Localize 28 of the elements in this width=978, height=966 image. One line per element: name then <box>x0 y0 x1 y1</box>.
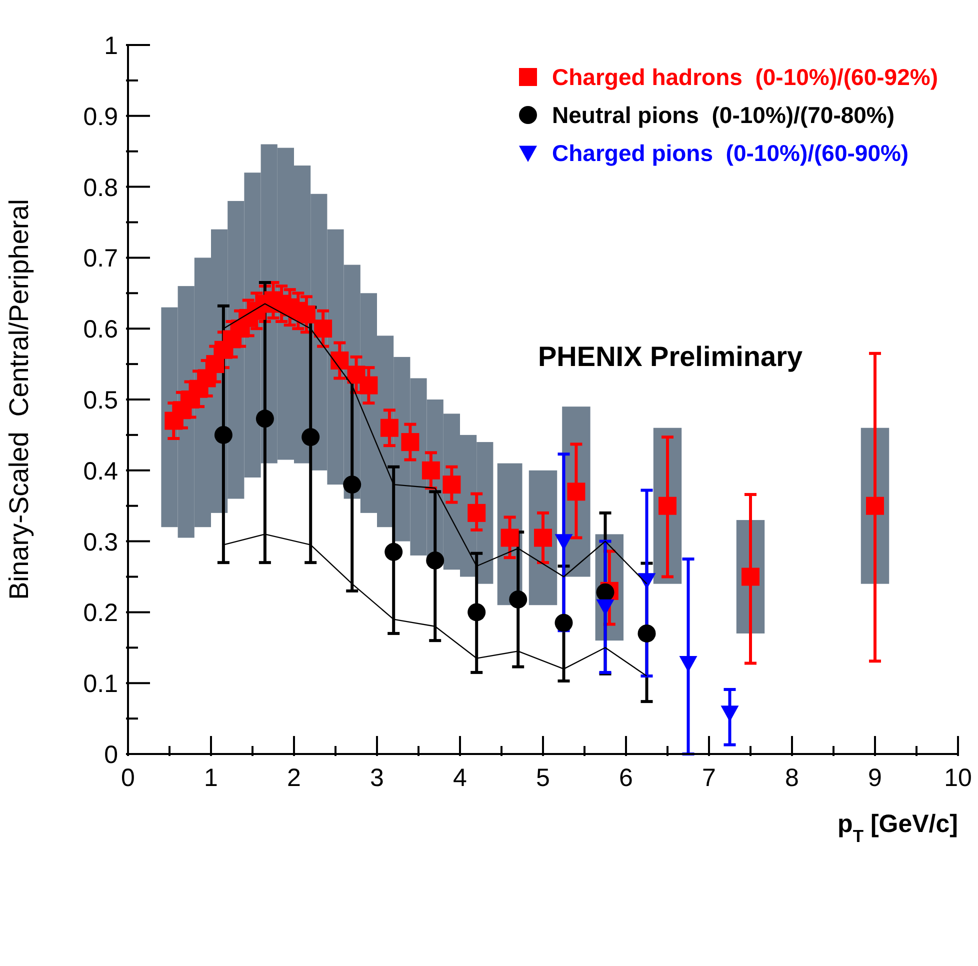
x-tick-label: 0 <box>121 764 135 792</box>
x-tick-label: 3 <box>370 764 384 792</box>
y-tick-label: 0.7 <box>83 244 118 273</box>
legend-label: Charged hadrons (0-10%)/(60-92%) <box>552 64 938 90</box>
y-tick-label: 0.2 <box>83 599 118 628</box>
y-axis-title: Binary-Scaled Central/Peripheral <box>4 199 34 600</box>
x-tick-label: 1 <box>204 764 218 792</box>
y-tick-label: 0.9 <box>83 102 118 131</box>
legend-label: Neutral pions (0-10%)/(70-80%) <box>552 102 895 128</box>
x-axis-title: p$_{T}$ [GeV/c] <box>838 810 958 846</box>
x-tick-label: 9 <box>868 764 882 792</box>
x-tick-label: 10 <box>944 764 972 792</box>
legend-label: Charged pions (0-10%)/(60-90%) <box>552 140 909 166</box>
x-tick-label: 8 <box>785 764 799 792</box>
y-tick-label: 0 <box>104 741 118 769</box>
y-tick-label: 0.8 <box>83 174 118 202</box>
y-tick-label: 0.6 <box>83 316 118 344</box>
x-tick-label: 6 <box>619 764 633 792</box>
y-tick-label: 0.5 <box>83 386 118 414</box>
x-tick-label: 4 <box>453 764 468 792</box>
y-tick-label: 0.3 <box>83 528 118 556</box>
y-tick-label: 1 <box>104 32 118 60</box>
x-tick-label: 5 <box>536 764 550 792</box>
y-tick-label: 0.1 <box>83 670 118 698</box>
x-tick-label: 2 <box>287 764 301 792</box>
annotation: PHENIX Preliminary <box>538 341 803 373</box>
y-tick-label: 0.4 <box>83 457 118 486</box>
x-tick-label: 7 <box>702 764 716 792</box>
